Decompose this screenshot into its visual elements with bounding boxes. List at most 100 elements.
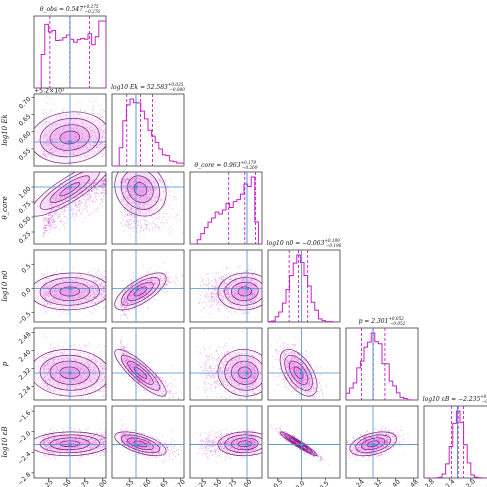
truth-marker (300, 443, 304, 447)
y-axis-label: log10 Ek (1, 114, 9, 145)
contour-panel-2-0: 0.250.500.751.00 θ_core (1, 171, 107, 245)
contour-level (133, 286, 148, 297)
contour-panel-3-1 (111, 249, 185, 323)
contour-panel-1-0: 0.55 0.60 0.65 0.70 log10 Ek +5.2×10¹ (1, 88, 107, 167)
contour-panel-4-0: 2.24 2.32 2.40 2.48 p (1, 327, 107, 401)
contour-level (230, 437, 259, 451)
contour-level (114, 431, 167, 457)
x-tick-label: 0.65 (155, 479, 170, 487)
panel-title: log10 n0 = −0.063+0.189 −0.196 (267, 238, 342, 248)
x-tick-label: 0.0 (295, 480, 307, 487)
contour-level (224, 277, 262, 306)
panel-frame (267, 405, 341, 479)
panel-frame (423, 405, 487, 479)
contour-panel-4-3 (267, 327, 341, 401)
contour-panel-2-1 (111, 171, 185, 245)
y-tick-label: 0.55 (18, 147, 33, 162)
truth-marker (245, 443, 249, 447)
y-tick-label: 0.60 (18, 130, 33, 145)
y-tick-label: −1.6 (17, 410, 33, 426)
y-tick-label: 1.00 (18, 185, 33, 200)
y-tick-label: −0.5 (17, 311, 33, 327)
contour-panel-4-2 (189, 327, 263, 401)
truth-marker (245, 286, 249, 290)
panel-title: log10 Ek = 52.583+0.035 −0.040 (111, 82, 185, 92)
truth-marker (68, 140, 72, 144)
hist-panel-4: p = 2.301+0.052 −0.052 (345, 316, 419, 401)
x-tick-label: 0.60 (138, 479, 153, 487)
y-tick-label: −2.4 (17, 451, 33, 467)
y-axis-label: log10 εB (1, 427, 9, 458)
panel-frame (111, 327, 185, 401)
panel-title: p = 2.301+0.052 −0.052 (359, 316, 406, 326)
contour-panel-3-0: −0.5 0.0 0.5 log10 n0 (1, 249, 107, 327)
hist-panel-1: log10 Ek = 52.583+0.035 −0.040 (111, 82, 185, 167)
x-tick-label: 2.24 (351, 479, 366, 487)
y-tick-label: −2.0 (17, 430, 33, 446)
x-tick-label: 0.25 (194, 479, 209, 487)
x-tick-label: 0.70 (172, 479, 187, 487)
y-tick-label: 2.24 (18, 385, 33, 400)
panel-frame (345, 405, 419, 479)
contour-level (133, 440, 148, 448)
contour-panel-5-2: 0.250.500.751.00θ_core (189, 405, 263, 487)
contour-level (127, 175, 154, 204)
panel-frame (189, 405, 263, 479)
x-tick-label: 2.40 (387, 479, 402, 487)
y-tick-label: 0.50 (18, 215, 33, 230)
panel-frame (189, 327, 263, 401)
x-tick-label: 0.50 (58, 479, 73, 487)
y-tick-label: 0.5 (21, 263, 33, 275)
panel-frame (189, 249, 263, 323)
y-tick-label: 0.25 (18, 230, 33, 245)
y-tick-label: 2.48 (18, 331, 33, 346)
contour-level (237, 440, 252, 448)
y-tick-label: 0.75 (18, 200, 33, 215)
y-tick-label: −2.8 (17, 471, 33, 487)
y-tick-label: 0.70 (18, 96, 33, 111)
contour-panel-5-4: 2.242.322.402.48p (345, 405, 420, 487)
panel-frame (111, 171, 185, 245)
truth-marker (68, 185, 72, 189)
x-tick-label: 0.5 (319, 480, 331, 487)
y-tick-label: 0.65 (18, 113, 33, 128)
histogram-2 (190, 176, 262, 244)
truth-marker (134, 443, 138, 447)
histogram-4 (346, 332, 418, 400)
y-tick-label: 2.40 (18, 349, 33, 364)
y-axis-label: log10 n0 (1, 270, 9, 302)
panel-frame (267, 249, 341, 323)
histogram-5 (424, 410, 487, 478)
x-tick-label: −2.4 (441, 478, 457, 487)
hist-panel-5: log10 εB = −2.235+0.103−0.129 −2.8 −2.4 −2.… (420, 394, 487, 487)
x-tick-label: 1.00 (239, 479, 254, 487)
x-tick-label: 0.75 (224, 479, 239, 487)
y-tick-label: 2.32 (18, 367, 33, 382)
contour-panel-4-1 (111, 327, 185, 401)
panel-title: log10 εB = −2.235+0.103−0.129 (423, 394, 487, 404)
x-tick-label: 0.55 (121, 479, 136, 487)
x-tick-label: 0.25 (40, 479, 55, 487)
truth-marker (68, 371, 72, 375)
truth-marker (300, 371, 304, 375)
x-tick-label: 2.48 (405, 479, 420, 487)
x-tick-label: 0.50 (209, 479, 224, 487)
contour-panel-5-0: 0.250.500.751.00θ_obs−2.8−2.4−2.0−1.6log… (1, 405, 109, 487)
contour-level (217, 272, 262, 311)
contour-level (114, 172, 167, 217)
y-axis-label: p (1, 361, 9, 366)
x-tick-label: 0.75 (76, 479, 91, 487)
contour-level (120, 434, 161, 454)
contour-level (127, 437, 154, 451)
hist-panel-3: log10 n0 = −0.063+0.189 −0.196 (267, 238, 342, 323)
truth-marker (134, 185, 138, 189)
contour-level (284, 434, 313, 454)
hist-panel-2: θ_core = 0.963+0.179 −0.269 (189, 160, 263, 245)
x-tick-label: 1.00 (94, 479, 109, 487)
hist-panel-0: θ_obs = 0.547+0.275 −0.276 (33, 4, 107, 89)
x-tick-label: −2.0 (461, 478, 477, 487)
y-axis-label: θ_core (1, 196, 9, 219)
